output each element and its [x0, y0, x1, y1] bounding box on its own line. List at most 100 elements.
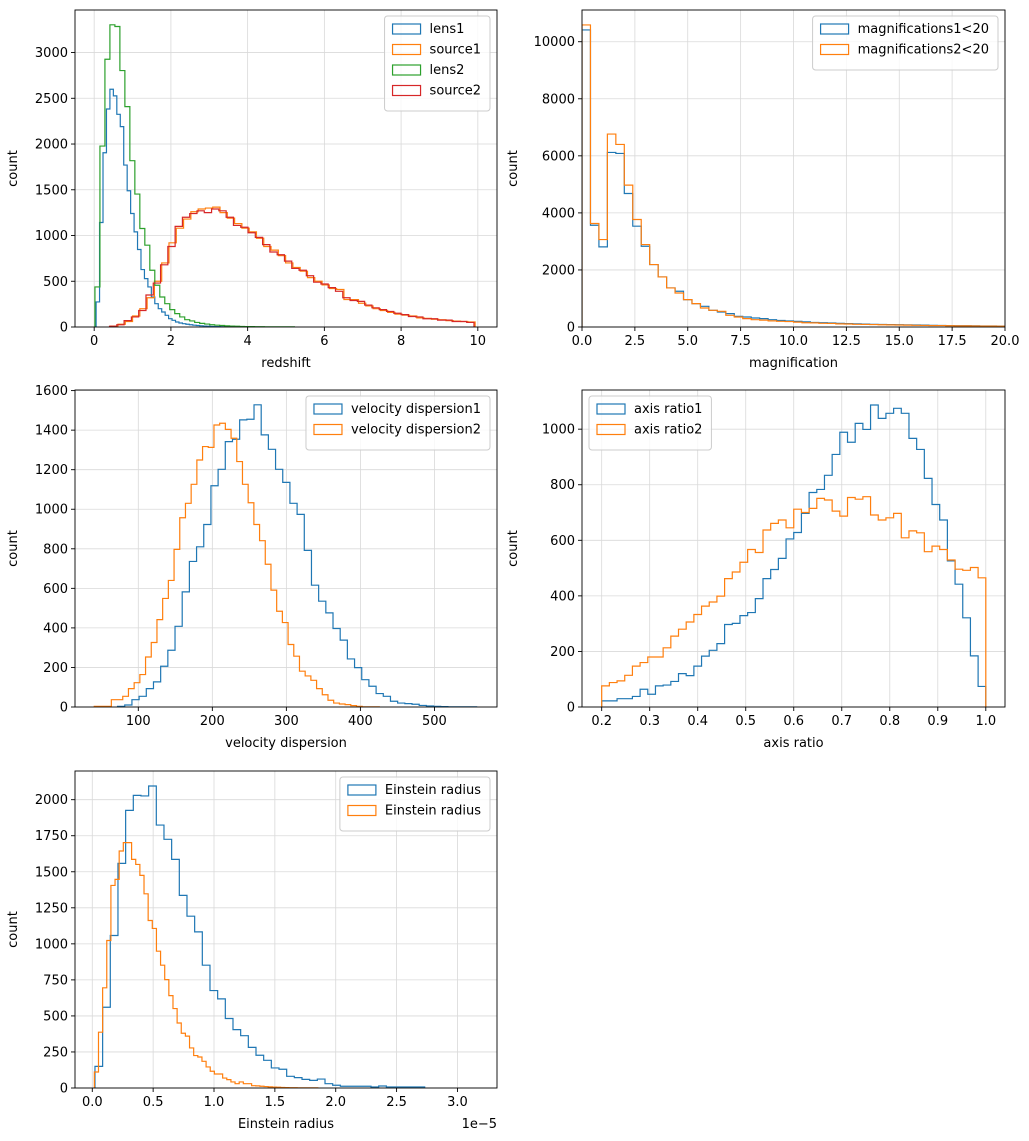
legend: magnifications1<20 magnifications2<20: [812, 15, 999, 71]
x-tick-label: 5.0: [677, 334, 698, 349]
x-tick-label: 1.5: [265, 1095, 286, 1110]
histogram-series-2: [582, 24, 1005, 327]
legend-swatch: [347, 784, 377, 796]
y-tick-label: 1000: [35, 937, 68, 952]
x-tick-label: 6: [320, 334, 328, 349]
x-tick-label: 0.5: [143, 1095, 164, 1110]
x-tick-label: 0.2: [591, 714, 612, 729]
y-tick-label: 1750: [35, 829, 68, 844]
x-tick-label: 500: [422, 714, 447, 729]
legend-label: Einstein radius: [385, 804, 481, 819]
x-axis-label: redshift: [261, 356, 310, 371]
y-tick-label: 0: [60, 321, 68, 336]
histogram-series-4: [108, 208, 475, 327]
y-tick-label: 0: [60, 701, 68, 716]
y-axis-label: count: [6, 530, 21, 567]
legend-label: source2: [430, 84, 481, 99]
y-tick-label: 600: [43, 582, 68, 597]
x-tick-label: 20.0: [991, 334, 1020, 349]
y-tick-label: 750: [43, 973, 68, 988]
y-tick-label: 2000: [35, 138, 68, 153]
y-tick-label: 0: [567, 321, 575, 336]
x-axis-label: axis ratio: [763, 736, 823, 751]
histogram-series-1: [116, 404, 478, 707]
y-tick-label: 1600: [35, 384, 68, 399]
y-tick-label: 4000: [542, 206, 575, 221]
x-tick-label: 7.5: [730, 334, 751, 349]
x-tick-label: 12.5: [832, 334, 861, 349]
y-axis-label: count: [506, 530, 521, 567]
x-tick-label: 0.4: [687, 714, 708, 729]
x-tick-label: 0.5: [735, 714, 756, 729]
histogram-series-3: [94, 24, 296, 327]
axes-frame: [74, 770, 498, 1089]
x-tick-label: 10: [470, 334, 487, 349]
x-tick-label: 17.5: [938, 334, 967, 349]
x-tick-label: 4: [243, 334, 251, 349]
subplot-3: 100 200 300 400 500 0 200 400 600 800 1000 1200 1400…: [6, 384, 498, 751]
y-tick-label: 1500: [35, 183, 68, 198]
x-tick-label: 15.0: [885, 334, 914, 349]
x-tick-label: 2: [167, 334, 175, 349]
axes-frame: [74, 9, 498, 328]
y-tick-label: 0: [60, 1082, 68, 1097]
y-tick-label: 2000: [542, 263, 575, 278]
histogram-series-2: [93, 422, 380, 707]
legend-swatch: [596, 403, 626, 415]
y-tick-label: 200: [43, 661, 68, 676]
legend-swatch: [391, 64, 422, 76]
y-axis-label: count: [506, 150, 521, 187]
legend-swatch: [819, 43, 850, 56]
legend-swatch: [391, 23, 422, 35]
x-axis-label: magnification: [749, 356, 838, 371]
y-tick-label: 8000: [542, 92, 575, 107]
histogram-series-2: [110, 206, 476, 327]
legend: axis ratio1 axis ratio2: [588, 395, 712, 451]
x-tick-label: 0.0: [572, 334, 593, 349]
subplot-4: 0.2 0.3 0.4 0.5 0.6 0.7 0.8 0.9 1.0 0 200 400 600 800…: [506, 389, 1006, 751]
legend-box: [384, 15, 491, 112]
y-tick-label: 1200: [35, 463, 68, 478]
y-tick-label: 500: [43, 275, 68, 290]
x-tick-label: 0.7: [831, 714, 852, 729]
subplot-2: 0.0 2.5 5.0 7.5 10.0 12.5 15.0 17.5 20.0 0 2000 400…: [506, 9, 1020, 371]
legend-label: Einstein radius: [385, 783, 481, 798]
x-axis-label: velocity dispersion: [225, 736, 347, 751]
legend: lens1 source1 lens2 source2: [384, 15, 491, 112]
y-tick-label: 400: [43, 621, 68, 636]
legend-swatch: [313, 403, 343, 415]
y-tick-label: 600: [550, 534, 575, 549]
x-tick-label: 100: [126, 714, 151, 729]
x-tick-label: 10.0: [779, 334, 808, 349]
y-axis-label: count: [6, 911, 21, 948]
x-tick-label: 0.3: [639, 714, 660, 729]
legend-swatch: [391, 84, 422, 97]
x-offset-text: 1e−5: [462, 1117, 497, 1132]
x-tick-label: 200: [200, 714, 225, 729]
x-tick-label: 0.9: [927, 714, 948, 729]
x-tick-label: 1.0: [204, 1095, 225, 1110]
y-tick-label: 1000: [542, 423, 575, 438]
subplot-1: 0 2 4 6 8 10 0 500 1000 1500 2000 2500 3000 redshift c…: [6, 9, 498, 371]
legend-swatch: [347, 804, 377, 817]
x-tick-label: 3.0: [447, 1095, 468, 1110]
legend-box: [588, 395, 712, 451]
y-tick-label: 1500: [35, 865, 68, 880]
y-tick-label: 800: [550, 478, 575, 493]
y-tick-label: 3000: [35, 46, 68, 61]
legend-label: magnifications1<20: [858, 22, 989, 37]
x-tick-label: 2.5: [386, 1095, 407, 1110]
legend-swatch: [313, 423, 343, 436]
legend-label: velocity dispersion1: [351, 402, 481, 417]
y-tick-label: 1000: [35, 229, 68, 244]
y-tick-label: 800: [43, 542, 68, 557]
histogram-series-2: [93, 842, 319, 1088]
x-tick-label: 2.5: [625, 334, 646, 349]
y-tick-label: 400: [550, 589, 575, 604]
legend-swatch: [819, 23, 850, 35]
y-tick-label: 500: [43, 1009, 68, 1024]
x-tick-label: 8: [397, 334, 405, 349]
y-tick-label: 250: [43, 1045, 68, 1060]
legend-label: axis ratio1: [634, 402, 702, 417]
